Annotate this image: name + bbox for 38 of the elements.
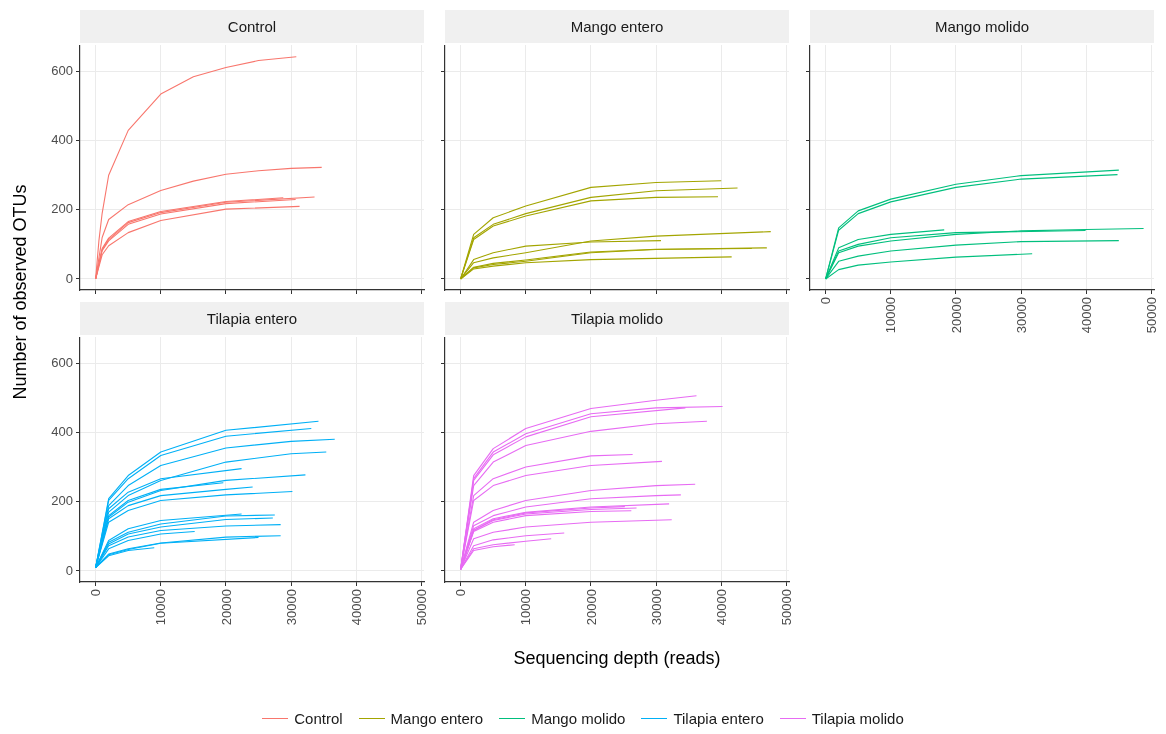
x-axis-title: Sequencing depth (reads) [512, 648, 722, 669]
x-tick-label: 30000 [1013, 297, 1029, 334]
y-tick-label: 0 [65, 562, 73, 578]
legend-label: Mango entero [390, 710, 484, 727]
x-tick-label: 50000 [779, 589, 795, 626]
x-tick-label: 20000 [583, 589, 599, 626]
y-tick-label: 600 [51, 63, 73, 79]
legend-label: Mango molido [531, 710, 626, 727]
y-tick-label: 200 [51, 493, 73, 509]
x-tick-label: 10000 [153, 589, 169, 626]
x-tick-label: 0 [88, 589, 104, 597]
x-tick-label: 10000 [883, 297, 899, 334]
x-tick-label: 0 [453, 589, 469, 597]
legend-label: Control [294, 710, 343, 727]
y-tick-label: 400 [51, 132, 73, 148]
y-tick-label: 600 [51, 355, 73, 371]
x-tick-label: 40000 [348, 589, 364, 626]
x-tick-label: 40000 [1078, 297, 1094, 334]
x-tick-label: 30000 [283, 589, 299, 626]
y-axis-title: Number of observed OTUs [9, 183, 31, 402]
y-tick-label: 200 [51, 201, 73, 217]
x-tick-label: 0 [818, 297, 834, 305]
x-tick-label: 20000 [218, 589, 234, 626]
chart-title: Mango entero [445, 10, 789, 43]
chart-title: Tilapia molido [445, 302, 789, 335]
chart-title: Mango molido [810, 10, 1154, 43]
chart-title: Tilapia entero [80, 302, 424, 335]
x-tick-label: 20000 [948, 297, 964, 334]
x-tick-label: 50000 [414, 589, 430, 626]
legend-label: Tilapia molido [811, 710, 904, 727]
chart-title: Control [80, 10, 424, 43]
y-tick-label: 0 [65, 270, 73, 286]
x-tick-label: 30000 [648, 589, 664, 626]
legend-label: Tilapia entero [673, 710, 764, 727]
x-tick-label: 50000 [1144, 297, 1160, 334]
x-tick-label: 10000 [518, 589, 534, 626]
y-tick-label: 400 [51, 424, 73, 440]
x-tick-label: 40000 [713, 589, 729, 626]
